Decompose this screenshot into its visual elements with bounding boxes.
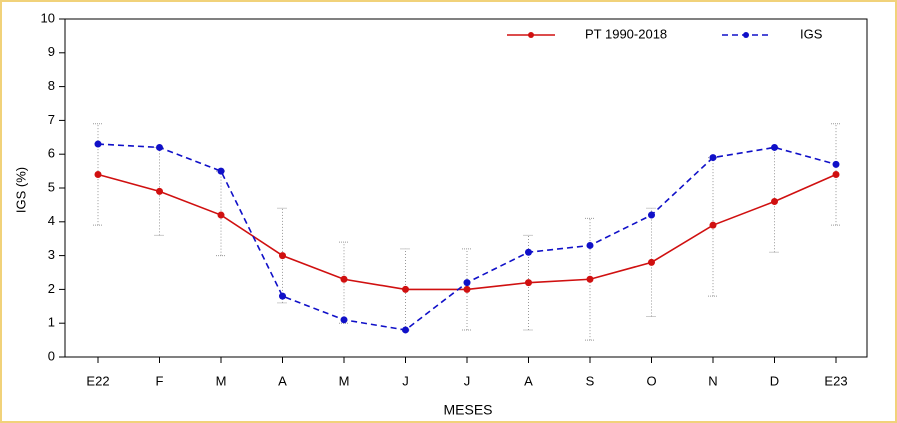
point [402, 326, 409, 334]
point [709, 221, 717, 229]
point [340, 316, 348, 324]
legend-label: PT 1990-2018 [585, 26, 667, 41]
point [340, 275, 348, 283]
point [709, 154, 717, 162]
point [463, 285, 471, 293]
point [463, 279, 471, 287]
y-axis-label: IGS (%) [13, 167, 28, 213]
point [279, 292, 286, 300]
point [525, 248, 532, 256]
y-tick-label: 9 [48, 44, 55, 59]
y-tick-label: 4 [48, 213, 55, 228]
point [832, 160, 840, 168]
plot-frame [64, 18, 868, 358]
y-tick-label: 0 [48, 348, 55, 363]
point [586, 241, 594, 249]
point [402, 285, 409, 293]
y-tick-label: 8 [48, 78, 55, 93]
point [217, 211, 225, 219]
x-tick-label: J [402, 373, 409, 388]
x-tick-label: M [216, 373, 227, 388]
point [586, 275, 594, 283]
x-tick-label: O [646, 373, 656, 388]
y-tick-label: 5 [48, 179, 55, 194]
point [217, 167, 225, 175]
legend-marker [743, 32, 749, 38]
y-tick-label: 1 [48, 315, 55, 330]
x-tick-label: M [339, 373, 350, 388]
x-tick-label: S [586, 373, 595, 388]
x-tick-label: A [278, 373, 287, 388]
point [156, 143, 163, 151]
x-tick-label: N [708, 373, 717, 388]
point [832, 170, 840, 178]
point [771, 143, 778, 151]
y-tick-label: 3 [48, 247, 55, 262]
y-tick-label: 7 [48, 112, 55, 127]
y-tick-label: 2 [48, 281, 55, 296]
y-tick-label: 10 [41, 10, 55, 25]
y-tick-label: 6 [48, 146, 55, 161]
x-tick-label: E22 [86, 373, 109, 388]
point [525, 279, 532, 287]
legend-label: IGS [800, 26, 823, 41]
x-tick-label: F [156, 373, 164, 388]
point [94, 140, 102, 148]
x-tick-label: E23 [824, 373, 847, 388]
legend-marker [528, 32, 534, 38]
x-tick-label: J [464, 373, 471, 388]
point [94, 170, 102, 178]
point [648, 258, 655, 266]
x-tick-label: A [524, 373, 533, 388]
x-tick-label: D [770, 373, 779, 388]
point [771, 198, 778, 206]
point [156, 187, 163, 195]
point [648, 211, 655, 219]
point [279, 252, 286, 260]
x-axis-label: MESES [443, 402, 492, 418]
